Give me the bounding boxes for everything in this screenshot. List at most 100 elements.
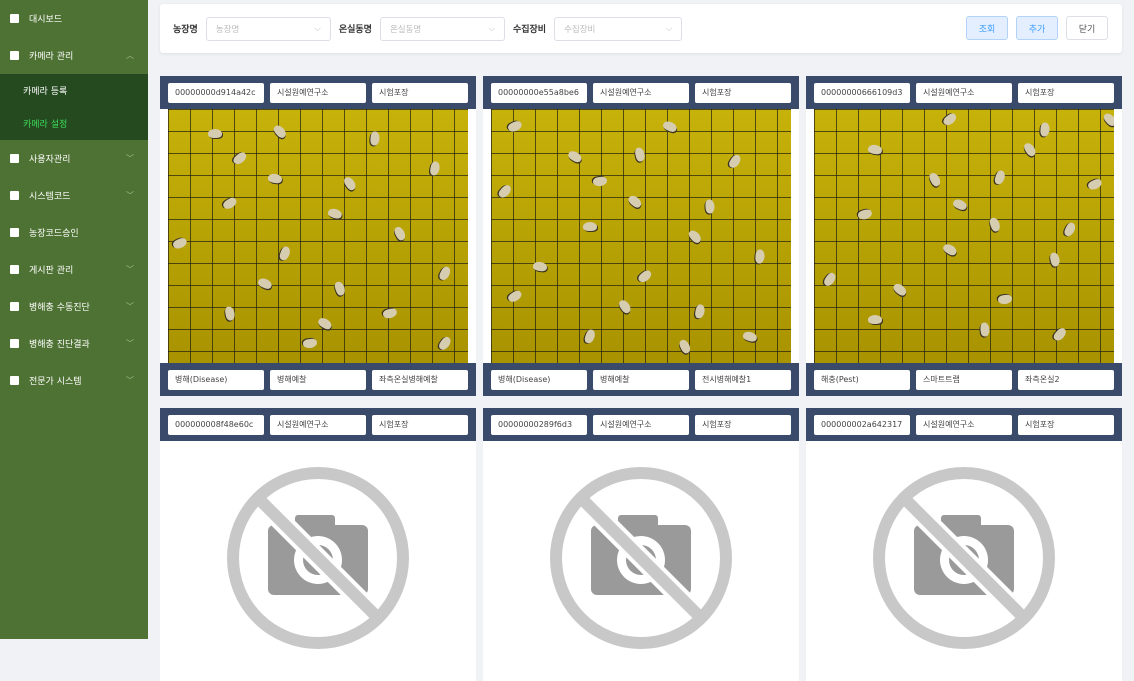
site: 시험포장 <box>695 82 791 103</box>
submenu-item-1[interactable]: 카메라 설정 <box>23 120 68 130</box>
trap-image[interactable] <box>168 109 468 363</box>
camera-card[interactable]: 00000000289f6d3 시설원예연구소 시험포장 <box>483 408 799 681</box>
insect <box>231 150 249 167</box>
location: 좌측온실2 <box>1018 369 1114 390</box>
insect <box>532 261 548 272</box>
site: 시험포장 <box>695 414 791 435</box>
card-header: 00000000d914a42c 시설원예연구소 시험포장 <box>160 76 476 109</box>
close-button[interactable]: 닫기 <box>1066 16 1108 40</box>
insect <box>927 171 943 188</box>
insect <box>636 268 654 285</box>
filter-toolbar: 농장명 농장명 ⌵ 온실동명 온실동명 ⌵ 수집장비 수집장비 ⌵ 조회 추가 닫기 <box>160 4 1122 53</box>
add-button[interactable]: 추가 <box>1016 16 1058 40</box>
submenu-item-0[interactable]: 카메라 등록 <box>23 87 68 97</box>
sidebar-item-label: 대시보드 <box>29 15 63 25</box>
card-header: 00000000289f6d3 시설원예연구소 시험포장 <box>483 408 799 441</box>
insect <box>256 276 274 291</box>
dashboard-icon <box>10 14 19 23</box>
device-id: 000000002a642317 <box>814 414 910 435</box>
card-header: 00000000e55a8be6 시설원예연구소 시험포장 <box>483 76 799 109</box>
video-camera-icon <box>10 51 19 60</box>
insect <box>1062 221 1078 238</box>
sidebar-item-2[interactable]: 사용자관리 ﹀ <box>0 140 148 177</box>
camera-card[interactable]: 00000000d914a42c 시설원예연구소 시험포장 병해(Disease… <box>160 76 476 396</box>
insect <box>686 228 704 245</box>
insect <box>705 199 715 214</box>
sidebar-item-7[interactable]: 병해충 진단결과 ﹀ <box>0 325 148 362</box>
site: 시험포장 <box>1018 414 1114 435</box>
document-icon <box>10 228 19 237</box>
trap-image[interactable] <box>491 109 791 363</box>
insect <box>634 146 646 163</box>
camera-card[interactable]: 00000000666109d3 시설원예연구소 시험포장 해충(Pest) 스… <box>806 76 1122 396</box>
chevron-down-icon: ﹀ <box>126 154 134 163</box>
camera-card[interactable]: 000000002a642317 시설원예연구소 시험포장 <box>806 408 1122 681</box>
sidebar-item-5[interactable]: 게시판 관리 ﹀ <box>0 251 148 288</box>
insect <box>617 298 633 315</box>
insect <box>333 280 347 297</box>
device-id: 00000000e55a8be6 <box>491 82 587 103</box>
chevron-down-icon: ﹀ <box>126 265 134 274</box>
device-type: 병해예찰 <box>270 369 366 390</box>
sidebar-item-4[interactable]: 농장코드승인 <box>0 214 148 251</box>
greenhouse-select[interactable]: 온실동명 ⌵ <box>379 16 505 41</box>
insect <box>171 236 189 251</box>
device-placeholder: 수집장비 <box>564 24 596 35</box>
sidebar-item-label: 전문가 시스템 <box>29 377 82 387</box>
farm-select[interactable]: 농장명 ⌵ <box>205 16 331 41</box>
insect <box>1086 177 1104 192</box>
trap-image[interactable] <box>814 109 1114 363</box>
location: 전시병해예찰1 <box>695 369 791 390</box>
farm-label: 농장명 <box>173 25 198 35</box>
device-type: 병해예찰 <box>593 369 689 390</box>
insect <box>208 129 222 138</box>
sidebar-item-6[interactable]: 병해충 수동진단 ﹀ <box>0 288 148 325</box>
chevron-down-icon: ⌵ <box>314 23 321 34</box>
table-icon <box>10 302 19 311</box>
insect <box>1101 111 1114 128</box>
no-camera-icon <box>873 467 1055 649</box>
no-image-placeholder <box>483 441 799 681</box>
insect <box>626 193 644 210</box>
sidebar-item-label: 병해충 수동진단 <box>29 303 90 313</box>
insect <box>993 169 1007 186</box>
greenhouse-placeholder: 온실동명 <box>389 24 422 35</box>
site: 시험포장 <box>372 414 468 435</box>
insect <box>980 322 990 337</box>
chevron-down-icon: ﹀ <box>126 191 134 200</box>
card-header: 00000000666109d3 시설원예연구소 시험포장 <box>806 76 1122 109</box>
insect <box>566 149 584 164</box>
insect <box>592 176 608 187</box>
no-image-placeholder <box>160 441 476 681</box>
camera-card[interactable]: 000000008f48e60c 시설원예연구소 시험포장 <box>160 408 476 681</box>
no-camera-icon <box>227 467 409 649</box>
insect <box>506 289 524 304</box>
insect <box>370 131 380 146</box>
insect <box>988 216 1002 233</box>
insect <box>857 208 873 221</box>
insect <box>742 330 758 343</box>
sidebar-item-0[interactable]: 대시보드 <box>0 0 148 37</box>
card-footer: 해충(Pest) 스마트트랩 좌측온실2 <box>806 363 1122 396</box>
search-button[interactable]: 조회 <box>966 16 1008 40</box>
insect <box>891 281 909 298</box>
sidebar-item-label: 농장코드승인 <box>29 229 79 239</box>
insect <box>755 249 765 264</box>
camera-card[interactable]: 00000000e55a8be6 시설원예연구소 시험포장 병해(Disease… <box>483 76 799 396</box>
chevron-down-icon: ﹀ <box>126 376 134 385</box>
sidebar-item-3[interactable]: 시스템코드 ﹀ <box>0 177 148 214</box>
insect <box>997 294 1013 305</box>
insect <box>1051 326 1069 343</box>
sidebar-item-1[interactable]: 카메라 관리 ︿ <box>0 37 148 74</box>
sidebar-item-label: 병해충 진단결과 <box>29 340 90 350</box>
insect <box>224 305 236 322</box>
sidebar-item-label: 게시판 관리 <box>29 266 74 276</box>
device-select[interactable]: 수집장비 ⌵ <box>554 16 683 41</box>
greenhouse-label: 온실동명 <box>338 25 372 35</box>
sidebar-item-8[interactable]: 전문가 시스템 ﹀ <box>0 362 148 399</box>
insect <box>941 111 959 128</box>
device-type: 스마트트랩 <box>916 369 1012 390</box>
card-footer: 병해(Disease) 병해예찰 전시병해예찰1 <box>483 363 799 396</box>
insect <box>316 315 334 332</box>
